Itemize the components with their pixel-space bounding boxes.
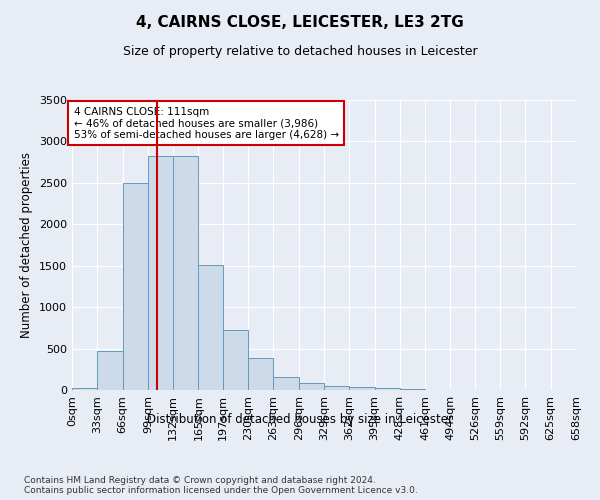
- Bar: [400, 389, 425, 390]
- Bar: [374, 388, 400, 390]
- Text: Contains HM Land Registry data © Crown copyright and database right 2024.
Contai: Contains HM Land Registry data © Crown c…: [24, 476, 418, 495]
- Text: Distribution of detached houses by size in Leicester: Distribution of detached houses by size …: [147, 412, 453, 426]
- Bar: [122, 183, 148, 390]
- Bar: [72, 388, 97, 390]
- Y-axis label: Number of detached properties: Number of detached properties: [20, 152, 34, 338]
- Text: 4, CAIRNS CLOSE, LEICESTER, LE3 2TG: 4, CAIRNS CLOSE, LEICESTER, LE3 2TG: [136, 15, 464, 30]
- Bar: [199, 265, 223, 390]
- Bar: [299, 384, 324, 390]
- Bar: [148, 156, 173, 390]
- Bar: [324, 386, 349, 390]
- Bar: [274, 376, 299, 390]
- Bar: [248, 358, 274, 390]
- Bar: [349, 386, 374, 390]
- Bar: [223, 330, 248, 390]
- Text: Size of property relative to detached houses in Leicester: Size of property relative to detached ho…: [122, 45, 478, 58]
- Bar: [173, 156, 199, 390]
- Bar: [97, 351, 122, 390]
- Text: 4 CAIRNS CLOSE: 111sqm
← 46% of detached houses are smaller (3,986)
53% of semi-: 4 CAIRNS CLOSE: 111sqm ← 46% of detached…: [74, 106, 338, 140]
